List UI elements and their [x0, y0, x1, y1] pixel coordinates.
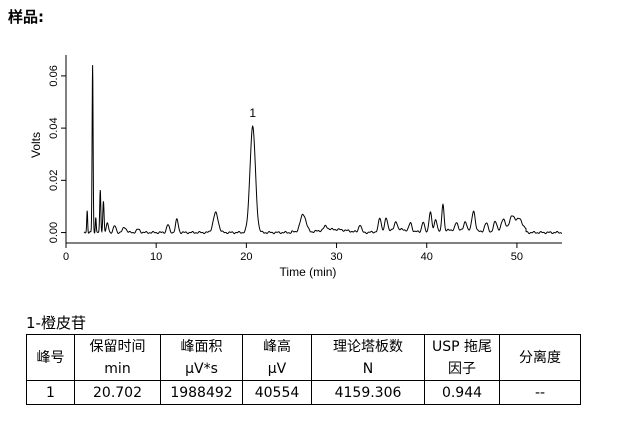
- cell-peak-height: 40554: [242, 380, 312, 405]
- y-tick-label: 0.02: [48, 170, 60, 191]
- sample-label: 样品:: [8, 8, 44, 26]
- x-tick-label: 30: [330, 251, 342, 263]
- cell-peak-area: 1988492: [160, 380, 243, 405]
- header-theoretical-plates: 理论塔板数 N: [311, 334, 425, 381]
- table-row: 1 20.702 1988492 40554 4159.306 0.944 --: [26, 380, 581, 405]
- cell-usp-tailing: 0.944: [424, 380, 500, 405]
- x-axis-label: Time (min): [280, 265, 337, 279]
- compound-title: 1-橙皮苷: [26, 314, 86, 332]
- header-usp-tailing: USP 拖尾 因子: [424, 334, 500, 381]
- cell-theoretical-plates: 4159.306: [311, 380, 425, 405]
- chart-annotations: 1: [249, 106, 256, 120]
- x-tick-label: 10: [150, 251, 162, 263]
- y-tick-label: 0.04: [48, 117, 60, 138]
- y-tick-label: 0.00: [48, 222, 60, 243]
- cell-retention-time: 20.702: [74, 380, 161, 405]
- cell-peak-number: 1: [26, 380, 75, 405]
- header-peak-number: 峰号: [26, 334, 75, 381]
- x-tick-label: 50: [511, 251, 523, 263]
- x-tick-label: 40: [421, 251, 433, 263]
- chromatogram-trace: [83, 65, 563, 235]
- peak-results-table: 峰号 保留时间 min 峰面积 μV*s 峰高 μV 理论塔板数 N USP 拖尾 因子 …: [26, 334, 581, 405]
- y-axis-label: Volts: [29, 132, 43, 158]
- x-tick-label: 0: [63, 251, 69, 263]
- peak-annotation-label: 1: [249, 106, 256, 120]
- table-header-row: 峰号 保留时间 min 峰面积 μV*s 峰高 μV 理论塔板数 N USP 拖尾 因子 …: [26, 334, 581, 381]
- header-resolution: 分离度: [499, 334, 581, 381]
- x-tick-label: 20: [240, 251, 252, 263]
- chromatogram-chart: Volts Time (min) 0 10 20 30 40 50 0.00 0.02 0.04…: [29, 55, 563, 279]
- y-tick-label: 0.06: [48, 65, 60, 86]
- header-retention-time: 保留时间 min: [74, 334, 161, 381]
- cell-resolution: --: [499, 380, 581, 405]
- chart-axes: 0 10 20 30 40 50 0.00 0.02 0.04 0.06: [48, 55, 562, 263]
- header-peak-height: 峰高 μV: [242, 334, 312, 381]
- header-peak-area: 峰面积 μV*s: [160, 334, 243, 381]
